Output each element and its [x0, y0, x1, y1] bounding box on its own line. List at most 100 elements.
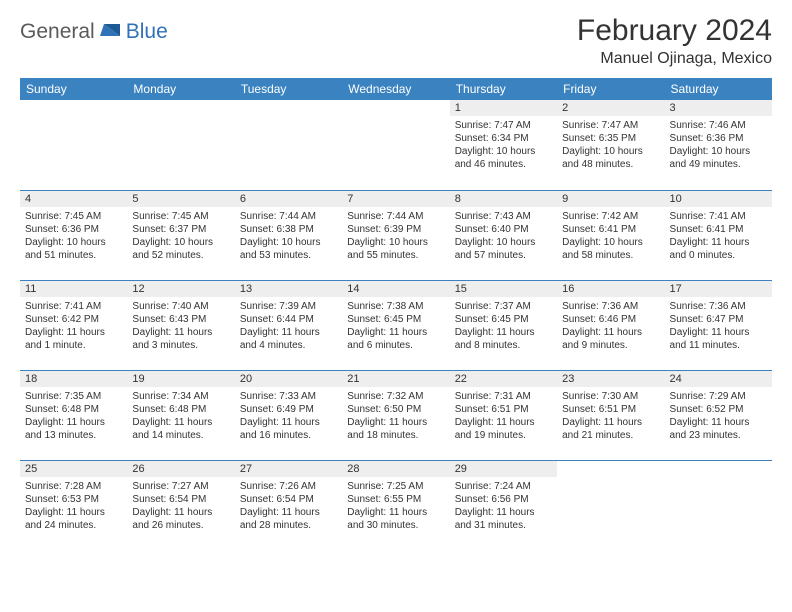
weekday-header: Sunday: [20, 78, 127, 100]
sunrise-text: Sunrise: 7:34 AM: [132, 390, 229, 403]
sunset-text: Sunset: 6:36 PM: [25, 223, 122, 236]
daylight-text: Daylight: 11 hours and 6 minutes.: [347, 326, 444, 352]
sunrise-text: Sunrise: 7:39 AM: [240, 300, 337, 313]
sunset-text: Sunset: 6:51 PM: [455, 403, 552, 416]
sunrise-text: Sunrise: 7:24 AM: [455, 480, 552, 493]
day-number: 5: [127, 191, 234, 207]
calendar-day-cell: [557, 460, 664, 550]
daylight-text: Daylight: 11 hours and 13 minutes.: [25, 416, 122, 442]
day-number: 16: [557, 281, 664, 297]
sunset-text: Sunset: 6:50 PM: [347, 403, 444, 416]
day-body: Sunrise: 7:40 AMSunset: 6:43 PMDaylight:…: [127, 297, 234, 355]
sunset-text: Sunset: 6:49 PM: [240, 403, 337, 416]
sunrise-text: Sunrise: 7:30 AM: [562, 390, 659, 403]
sunset-text: Sunset: 6:51 PM: [562, 403, 659, 416]
calendar-day-cell: 9Sunrise: 7:42 AMSunset: 6:41 PMDaylight…: [557, 190, 664, 280]
daylight-text: Daylight: 11 hours and 28 minutes.: [240, 506, 337, 532]
day-number: 14: [342, 281, 449, 297]
calendar-week-row: 11Sunrise: 7:41 AMSunset: 6:42 PMDayligh…: [20, 280, 772, 370]
day-number: 9: [557, 191, 664, 207]
day-number: 7: [342, 191, 449, 207]
day-body: Sunrise: 7:25 AMSunset: 6:55 PMDaylight:…: [342, 477, 449, 535]
weekday-header: Monday: [127, 78, 234, 100]
weekday-header: Saturday: [665, 78, 772, 100]
day-body: Sunrise: 7:30 AMSunset: 6:51 PMDaylight:…: [557, 387, 664, 445]
day-number: 18: [20, 371, 127, 387]
day-number: 28: [342, 461, 449, 477]
day-body: Sunrise: 7:32 AMSunset: 6:50 PMDaylight:…: [342, 387, 449, 445]
daylight-text: Daylight: 10 hours and 46 minutes.: [455, 145, 552, 171]
calendar-table: Sunday Monday Tuesday Wednesday Thursday…: [20, 78, 772, 550]
day-body: [127, 104, 234, 110]
daylight-text: Daylight: 10 hours and 49 minutes.: [670, 145, 767, 171]
day-number: 1: [450, 100, 557, 116]
day-body: Sunrise: 7:24 AMSunset: 6:56 PMDaylight:…: [450, 477, 557, 535]
day-body: Sunrise: 7:41 AMSunset: 6:41 PMDaylight:…: [665, 207, 772, 265]
daylight-text: Daylight: 11 hours and 3 minutes.: [132, 326, 229, 352]
daylight-text: Daylight: 11 hours and 31 minutes.: [455, 506, 552, 532]
sunset-text: Sunset: 6:45 PM: [455, 313, 552, 326]
day-number: 21: [342, 371, 449, 387]
daylight-text: Daylight: 11 hours and 0 minutes.: [670, 236, 767, 262]
sunrise-text: Sunrise: 7:33 AM: [240, 390, 337, 403]
day-body: Sunrise: 7:45 AMSunset: 6:37 PMDaylight:…: [127, 207, 234, 265]
sunset-text: Sunset: 6:41 PM: [562, 223, 659, 236]
calendar-day-cell: [127, 100, 234, 190]
sunset-text: Sunset: 6:56 PM: [455, 493, 552, 506]
daylight-text: Daylight: 10 hours and 48 minutes.: [562, 145, 659, 171]
daylight-text: Daylight: 11 hours and 8 minutes.: [455, 326, 552, 352]
weekday-header: Thursday: [450, 78, 557, 100]
sunrise-text: Sunrise: 7:35 AM: [25, 390, 122, 403]
daylight-text: Daylight: 11 hours and 16 minutes.: [240, 416, 337, 442]
sunrise-text: Sunrise: 7:46 AM: [670, 119, 767, 132]
day-body: [665, 465, 772, 471]
calendar-day-cell: 8Sunrise: 7:43 AMSunset: 6:40 PMDaylight…: [450, 190, 557, 280]
day-number: 20: [235, 371, 342, 387]
sunrise-text: Sunrise: 7:44 AM: [347, 210, 444, 223]
day-number: 13: [235, 281, 342, 297]
sunset-text: Sunset: 6:40 PM: [455, 223, 552, 236]
calendar-day-cell: 14Sunrise: 7:38 AMSunset: 6:45 PMDayligh…: [342, 280, 449, 370]
calendar-day-cell: 5Sunrise: 7:45 AMSunset: 6:37 PMDaylight…: [127, 190, 234, 280]
day-body: [342, 104, 449, 110]
logo: General Blue: [20, 20, 168, 44]
day-body: Sunrise: 7:34 AMSunset: 6:48 PMDaylight:…: [127, 387, 234, 445]
daylight-text: Daylight: 10 hours and 57 minutes.: [455, 236, 552, 262]
sunset-text: Sunset: 6:48 PM: [132, 403, 229, 416]
day-body: Sunrise: 7:36 AMSunset: 6:47 PMDaylight:…: [665, 297, 772, 355]
calendar-day-cell: 21Sunrise: 7:32 AMSunset: 6:50 PMDayligh…: [342, 370, 449, 460]
sunset-text: Sunset: 6:52 PM: [670, 403, 767, 416]
daylight-text: Daylight: 11 hours and 26 minutes.: [132, 506, 229, 532]
day-number: 19: [127, 371, 234, 387]
sunrise-text: Sunrise: 7:45 AM: [132, 210, 229, 223]
day-body: Sunrise: 7:26 AMSunset: 6:54 PMDaylight:…: [235, 477, 342, 535]
sunset-text: Sunset: 6:36 PM: [670, 132, 767, 145]
calendar-day-cell: [342, 100, 449, 190]
logo-text-general: General: [20, 20, 95, 44]
day-body: [235, 104, 342, 110]
sunrise-text: Sunrise: 7:41 AM: [25, 300, 122, 313]
day-body: Sunrise: 7:47 AMSunset: 6:35 PMDaylight:…: [557, 116, 664, 174]
sunrise-text: Sunrise: 7:27 AM: [132, 480, 229, 493]
calendar-day-cell: 27Sunrise: 7:26 AMSunset: 6:54 PMDayligh…: [235, 460, 342, 550]
calendar-day-cell: 10Sunrise: 7:41 AMSunset: 6:41 PMDayligh…: [665, 190, 772, 280]
sunset-text: Sunset: 6:44 PM: [240, 313, 337, 326]
calendar-week-row: 4Sunrise: 7:45 AMSunset: 6:36 PMDaylight…: [20, 190, 772, 280]
calendar-day-cell: 28Sunrise: 7:25 AMSunset: 6:55 PMDayligh…: [342, 460, 449, 550]
day-number: 8: [450, 191, 557, 207]
day-body: Sunrise: 7:31 AMSunset: 6:51 PMDaylight:…: [450, 387, 557, 445]
calendar-day-cell: 11Sunrise: 7:41 AMSunset: 6:42 PMDayligh…: [20, 280, 127, 370]
weekday-header-row: Sunday Monday Tuesday Wednesday Thursday…: [20, 78, 772, 100]
daylight-text: Daylight: 11 hours and 23 minutes.: [670, 416, 767, 442]
day-number: 29: [450, 461, 557, 477]
sunset-text: Sunset: 6:43 PM: [132, 313, 229, 326]
calendar-day-cell: 2Sunrise: 7:47 AMSunset: 6:35 PMDaylight…: [557, 100, 664, 190]
daylight-text: Daylight: 11 hours and 30 minutes.: [347, 506, 444, 532]
calendar-day-cell: 24Sunrise: 7:29 AMSunset: 6:52 PMDayligh…: [665, 370, 772, 460]
day-number: 2: [557, 100, 664, 116]
day-number: 6: [235, 191, 342, 207]
calendar-day-cell: 1Sunrise: 7:47 AMSunset: 6:34 PMDaylight…: [450, 100, 557, 190]
calendar-day-cell: 26Sunrise: 7:27 AMSunset: 6:54 PMDayligh…: [127, 460, 234, 550]
day-body: Sunrise: 7:28 AMSunset: 6:53 PMDaylight:…: [20, 477, 127, 535]
day-body: Sunrise: 7:37 AMSunset: 6:45 PMDaylight:…: [450, 297, 557, 355]
